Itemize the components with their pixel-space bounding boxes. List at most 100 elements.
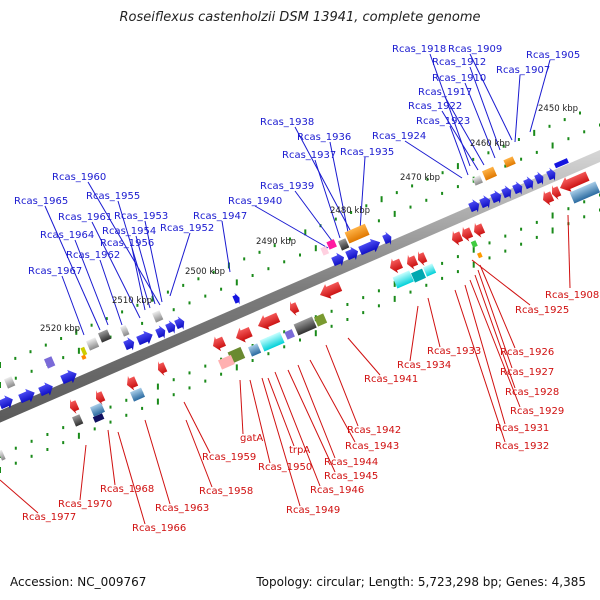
orange-gene-shape: [477, 252, 483, 259]
reverse-gene-shape: [290, 301, 300, 316]
cyan-gene-shape: [392, 270, 414, 289]
tick-mark: [409, 205, 412, 209]
tick-mark: [411, 184, 414, 188]
forward-gene: [18, 388, 35, 404]
tick-mark: [456, 270, 459, 274]
navy-gene: [92, 413, 105, 423]
tick-mark: [44, 343, 47, 347]
leader-line: [479, 264, 516, 349]
tick-mark: [204, 364, 207, 368]
tick-mark: [220, 287, 223, 291]
tick-mark: [109, 405, 112, 409]
tick-mark: [283, 330, 286, 334]
leader-line: [469, 53, 513, 141]
genome-stats-text: Topology: circular; Length: 5,723,298 bp…: [256, 575, 586, 589]
yellow-gene-shape: [80, 346, 88, 356]
leader-line: [87, 181, 161, 306]
gray-gene-shape: [98, 329, 112, 343]
tick-mark: [77, 432, 80, 439]
leader-line: [464, 82, 496, 159]
reverse-gene-shape: [452, 230, 464, 246]
forward-gene: [512, 181, 523, 195]
forward-gene: [155, 325, 166, 339]
forward-gene-shape: [501, 185, 512, 199]
tick-mark: [488, 241, 491, 245]
leader-line: [74, 239, 109, 326]
forward-gene-shape: [38, 382, 53, 397]
tick-mark: [441, 261, 444, 265]
tick-mark: [283, 260, 286, 264]
reverse-gene-label: trpA: [289, 445, 310, 456]
leader-line: [144, 220, 163, 303]
reverse-gene: [390, 258, 403, 274]
leader-line: [449, 125, 469, 176]
leader-line: [61, 275, 85, 336]
tick-mark: [289, 237, 291, 241]
tick-mark: [62, 356, 65, 360]
gray-gene-shape: [0, 449, 6, 461]
reverse-gene-label: Rcas_1925: [515, 305, 569, 316]
tick-mark: [393, 295, 396, 302]
reverse-gene-label: Rcas_1945: [324, 471, 378, 482]
tick-mark: [182, 283, 185, 287]
leader-line: [294, 126, 351, 231]
tick-mark: [14, 356, 17, 360]
reverse-gene: [258, 312, 281, 330]
steel-gene-shape: [248, 343, 262, 357]
reverse-gene-label: Rcas_1933: [427, 346, 481, 357]
reverse-gene-shape: [320, 281, 343, 299]
reverse-gene-shape: [418, 251, 428, 266]
reverse-gene: [543, 190, 555, 206]
tick-mark: [30, 454, 33, 458]
cyan-gene: [259, 331, 285, 352]
steel-gene: [569, 181, 600, 204]
teal-gene: [411, 268, 426, 283]
reverse-gene-label: Rcas_1942: [347, 425, 401, 436]
steel-gene-shape: [130, 387, 145, 402]
forward-gene-label: Rcas_1936: [297, 132, 351, 143]
steel-gene: [130, 387, 145, 402]
orange-gene-shape: [344, 223, 370, 244]
leader-line: [249, 379, 271, 464]
leader-line: [469, 279, 521, 408]
gray-gene: [4, 376, 16, 389]
forward-gene: [331, 252, 345, 267]
scale-label: 2520 kbp: [40, 324, 80, 334]
cyan-gene-shape: [259, 331, 285, 352]
reverse-gene-shape: [560, 171, 590, 192]
reverse-gene-shape: [407, 254, 419, 270]
tick-mark: [121, 310, 124, 314]
tick-mark: [299, 253, 301, 257]
forward-gene-label: Rcas_1912: [432, 57, 486, 68]
reverse-gene-label: Rcas_1927: [500, 367, 554, 378]
tick-mark: [235, 279, 238, 286]
purple-gene-shape: [44, 356, 56, 369]
tick-mark: [393, 280, 396, 287]
forward-gene-label: Rcas_1947: [193, 211, 247, 222]
tick-mark: [330, 309, 333, 313]
tick-mark: [535, 220, 538, 224]
forward-gene: [382, 231, 392, 245]
reverse-gene: [474, 222, 486, 238]
steel-gene: [248, 343, 262, 357]
tick-mark: [487, 151, 490, 155]
reverse-gene-label: Rcas_1950: [258, 462, 312, 473]
tick-mark: [334, 217, 337, 221]
leader-line: [471, 259, 531, 306]
scale-label: 2460 kbp: [470, 139, 510, 149]
gray-gene: [338, 238, 350, 251]
tick-mark: [441, 171, 444, 175]
gray-gene: [72, 414, 84, 427]
tick-mark: [567, 137, 570, 141]
reverse-gene-labels: Rcas_1908 Rcas_1925 Rcas_1926 Rcas_1927 Rcas…: [22, 290, 599, 534]
reverse-gene-label: gatA: [240, 433, 263, 444]
reverse-gene-shape: [258, 312, 281, 330]
tick-mark: [93, 427, 96, 431]
forward-gene: [345, 246, 359, 261]
label-leader-lines: [0, 53, 571, 525]
tick-mark: [441, 191, 444, 195]
tick-mark: [109, 420, 112, 424]
tick-mark: [441, 276, 444, 280]
